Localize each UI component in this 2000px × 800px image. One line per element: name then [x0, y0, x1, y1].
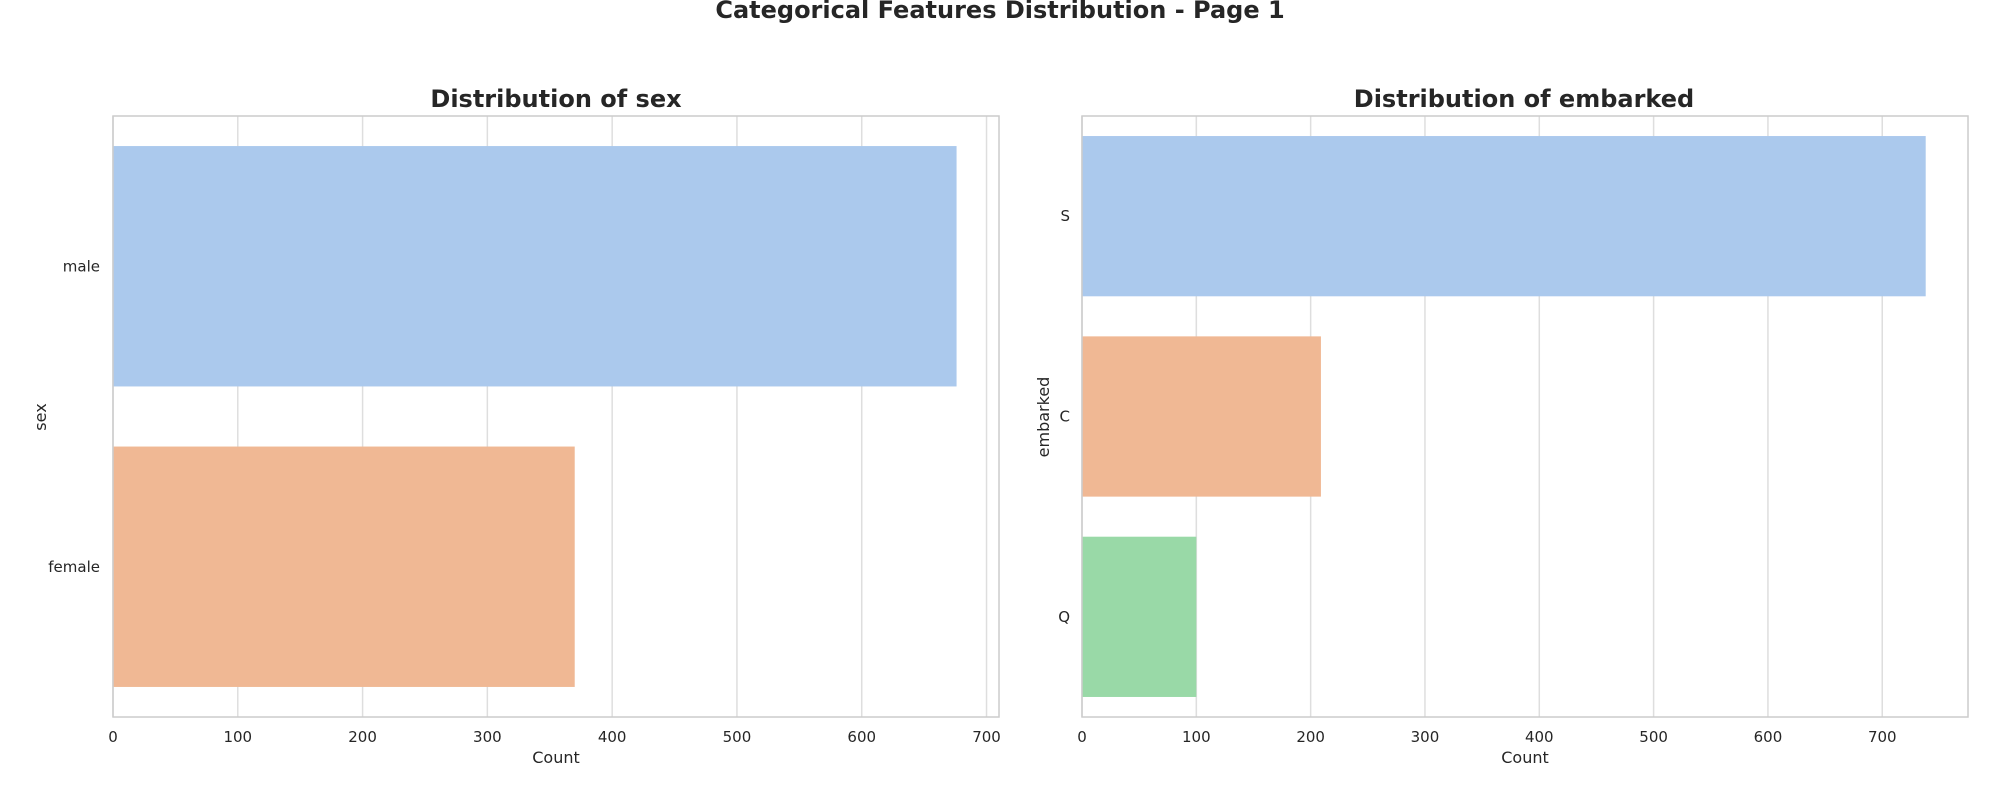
embarked-y-tick-label: S — [1060, 207, 1070, 225]
embarked-bar-S — [1082, 136, 1926, 297]
embarked-bar-C — [1082, 336, 1321, 497]
sex-chart-title: Distribution of sex — [430, 85, 682, 113]
sex-x-tick-label: 400 — [598, 728, 627, 746]
sex-x-tick-label: 500 — [723, 728, 752, 746]
embarked-x-tick-label: 400 — [1525, 728, 1554, 746]
embarked-x-tick-label: 500 — [1639, 728, 1668, 746]
sex-plot-frame — [112, 115, 1000, 718]
sex-x-tick-label: 600 — [847, 728, 876, 746]
embarked-chart-title: Distribution of embarked — [1354, 85, 1694, 113]
embarked-x-tick-label: 100 — [1182, 728, 1211, 746]
sex-y-axis-label: sex — [31, 403, 50, 430]
sex-x-tick-label: 100 — [223, 728, 252, 746]
figure-suptitle: Categorical Features Distribution - Page… — [715, 0, 1284, 24]
sex-y-tick-label: male — [63, 257, 100, 275]
embarked-x-tick-label: 0 — [1077, 728, 1087, 746]
sex-bar-male — [113, 146, 957, 387]
embarked-x-tick-label: 700 — [1868, 728, 1897, 746]
embarked-y-axis-label: embarked — [1034, 377, 1053, 458]
embarked-x-tick-label: 200 — [1296, 728, 1325, 746]
sex-x-tick-label: 300 — [473, 728, 502, 746]
sex-x-tick-label: 200 — [348, 728, 377, 746]
embarked-bar-Q — [1082, 536, 1197, 697]
embarked-x-axis-label: Count — [1501, 748, 1549, 767]
embarked-distribution-chart: Distribution of embarked 0 100 200 300 400 50… — [1034, 85, 1969, 767]
sex-x-tick-label: 700 — [972, 728, 1001, 746]
embarked-y-tick-label: Q — [1058, 608, 1070, 626]
sex-bar-female — [113, 446, 575, 687]
embarked-y-tick-label: C — [1060, 408, 1070, 426]
sex-x-axis-label: Count — [532, 748, 580, 767]
sex-y-tick-label: female — [48, 558, 100, 576]
embarked-x-tick-label: 600 — [1754, 728, 1783, 746]
embarked-x-tick-label: 300 — [1411, 728, 1440, 746]
sex-x-tick-label: 0 — [108, 728, 118, 746]
sex-distribution-chart: Distribution of sex 0 100 200 300 400 500 600 7… — [31, 85, 1001, 767]
embarked-plot-frame — [1081, 115, 1969, 718]
